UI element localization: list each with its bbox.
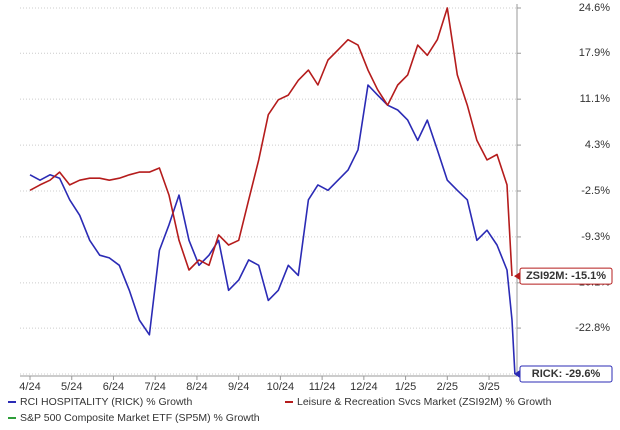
x-tick-label: 5/24 xyxy=(61,381,82,393)
y-tick-label: 4.3% xyxy=(585,139,610,151)
x-tick-label: 7/24 xyxy=(144,381,165,393)
legend-label: RCI HOSPITALITY (RICK) % Growth xyxy=(20,396,192,408)
end-label: RICK: -29.6% xyxy=(532,368,601,380)
x-tick-label: 10/24 xyxy=(267,381,295,393)
legend-label: S&P 500 Composite Market ETF (SP5M) % Gr… xyxy=(20,412,260,424)
y-tick-label: -9.3% xyxy=(581,231,610,243)
legend-label: Leisure & Recreation Svcs Market (ZSI92M… xyxy=(297,396,552,408)
y-tick-label: -22.8% xyxy=(575,322,610,334)
end-label-pointer xyxy=(514,370,520,378)
x-tick-label: 2/25 xyxy=(437,381,458,393)
x-tick-label: 9/24 xyxy=(228,381,249,393)
y-tick-label: 24.6% xyxy=(579,2,610,14)
x-tick-label: 6/24 xyxy=(103,381,124,393)
x-tick-label: 11/24 xyxy=(309,381,336,393)
y-tick-label: 17.9% xyxy=(579,47,610,59)
x-tick-label: 4/24 xyxy=(19,381,40,393)
series-line xyxy=(29,7,513,277)
end-label-pointer xyxy=(514,272,520,281)
x-tick-label: 3/25 xyxy=(478,381,499,393)
series-line xyxy=(29,84,516,375)
x-tick-label: 12/24 xyxy=(350,381,378,393)
x-tick-label: 1/25 xyxy=(395,381,416,393)
end-label: ZSI92M: -15.1% xyxy=(526,270,606,282)
y-tick-label: 11.1% xyxy=(580,93,611,105)
x-tick-label: 8/24 xyxy=(186,381,207,393)
y-tick-label: -2.5% xyxy=(581,185,610,197)
